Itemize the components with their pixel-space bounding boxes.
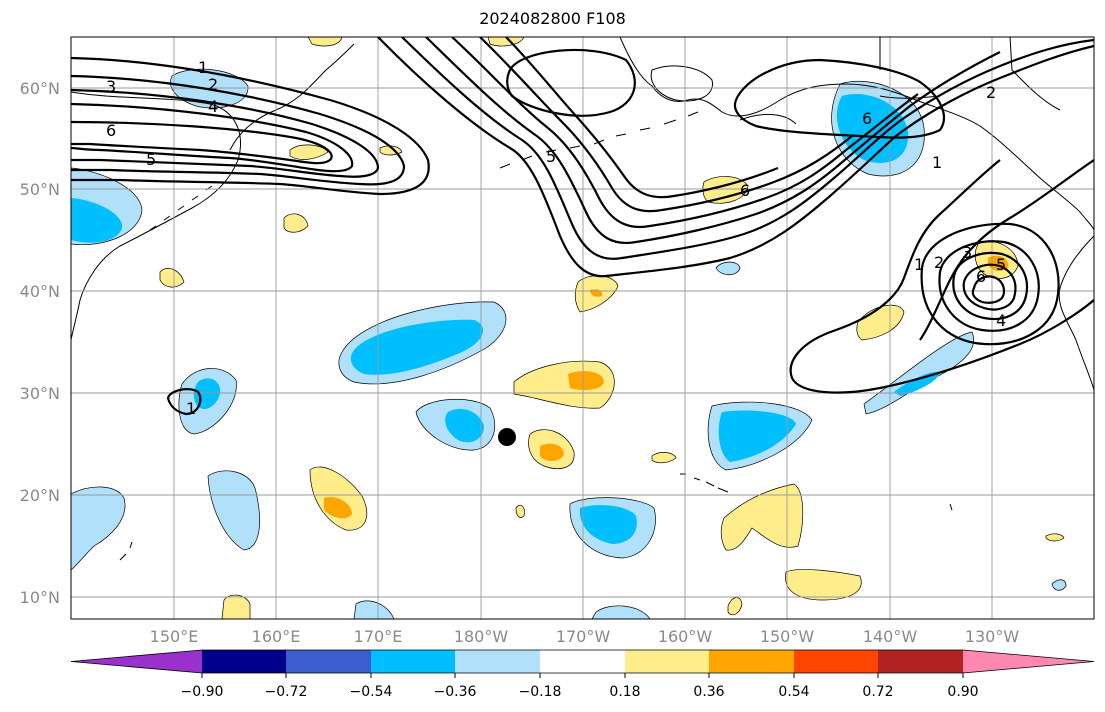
- colorbar-tick-label: 0.72: [862, 684, 893, 700]
- negative-anomaly-region: [591, 605, 651, 619]
- map-frame: [70, 36, 1095, 620]
- contour-label: 6: [976, 267, 986, 286]
- colorbar-segment: [540, 650, 625, 673]
- colorbar-tick-label: −0.90: [181, 684, 224, 700]
- colorbar-segment: [455, 650, 540, 673]
- lon-axis: 150°E 160°E 170°E 180°W 170°W 160°W 150°…: [150, 627, 1020, 646]
- contours: [71, 37, 1094, 416]
- positive-anomaly-region: [727, 597, 743, 616]
- positive-anomaly-core: [568, 371, 604, 390]
- colorbar-segment: [625, 650, 709, 673]
- colorbar-segment: [963, 650, 1094, 673]
- contour-label: 5: [546, 147, 556, 166]
- negative-anomaly-core: [894, 371, 940, 396]
- contour-label: 6: [862, 109, 872, 128]
- positive-anomaly-region: [289, 144, 329, 160]
- negative-anomaly-core: [718, 410, 796, 462]
- colorbar-tick-label: −0.72: [265, 684, 308, 700]
- colorbar-tick-label: 0.90: [947, 684, 978, 700]
- colorbar-segments: [70, 649, 1095, 674]
- colorbar-tick-label: −0.18: [519, 684, 562, 700]
- colorbar-segment: [71, 650, 202, 673]
- negative-anomaly-region: [715, 261, 741, 276]
- positive-anomaly-region: [515, 504, 525, 518]
- lon-tick-label: 150°E: [150, 627, 199, 646]
- colorbar-tick-label: −0.54: [350, 684, 393, 700]
- lon-tick-label: 170°W: [556, 627, 611, 646]
- contour-label: 1: [186, 399, 196, 418]
- positive-anomaly-region: [221, 594, 251, 619]
- negative-anomaly-core: [445, 408, 484, 443]
- contour-label: 1: [198, 58, 208, 77]
- colorbar-segment: [794, 650, 878, 673]
- contour-labels: 1 2 3 4 5 6 5 6 1 2 6 1 2 3 5 6 4 1: [106, 58, 1006, 418]
- contour-label: 2: [986, 83, 996, 102]
- lon-tick-label: 160°W: [658, 627, 713, 646]
- lon-tick-label: 130°W: [965, 627, 1020, 646]
- colorbar-segment: [202, 650, 286, 673]
- negative-anomaly-region: [71, 486, 126, 571]
- lon-tick-label: 180°W: [454, 627, 509, 646]
- contour-label: 3: [106, 77, 116, 96]
- contour-label: 3: [962, 243, 972, 262]
- colorbar: −0.90 −0.72 −0.54 −0.36 −0.18 0.18 0.36 …: [70, 649, 1095, 700]
- contour-label: 2: [934, 253, 944, 272]
- positive-anomaly-region: [856, 304, 905, 341]
- lat-tick-label: 20°N: [20, 486, 60, 505]
- lat-tick-label: 50°N: [20, 180, 60, 199]
- colorbar-tick-label: 0.36: [693, 684, 724, 700]
- negative-anomaly-core: [579, 505, 637, 544]
- negative-anomaly-region: [207, 470, 260, 551]
- colorbar-segment: [371, 650, 455, 673]
- positive-anomaly-region: [1045, 533, 1065, 542]
- colorbar-segment: [709, 650, 794, 673]
- colorbar-tick-label: 0.54: [778, 684, 809, 700]
- negative-anomaly-core: [71, 198, 123, 243]
- negative-anomaly-region: [353, 600, 395, 619]
- colorbar-tick-label: 0.18: [609, 684, 640, 700]
- lon-tick-label: 140°W: [863, 627, 918, 646]
- lat-tick-label: 40°N: [20, 282, 60, 301]
- positive-anomaly-region: [785, 569, 862, 601]
- contour-label: 1: [932, 153, 942, 172]
- contour-label: 2: [208, 75, 218, 94]
- negative-anomaly-region: [1051, 579, 1067, 591]
- contour-label: 4: [996, 311, 1006, 330]
- lon-tick-label: 160°E: [252, 627, 301, 646]
- positive-anomaly-region: [307, 37, 343, 47]
- negative-anomaly-region: [863, 331, 975, 415]
- map-title: 2024082800 F108: [479, 9, 626, 28]
- colorbar-ticks: [201, 673, 964, 678]
- shading-layer: [71, 37, 1067, 619]
- gridlines: [71, 37, 1094, 619]
- lat-tick-label: 10°N: [20, 588, 60, 607]
- lon-tick-label: 170°E: [354, 627, 403, 646]
- lat-tick-label: 60°N: [20, 79, 60, 98]
- lat-axis: 60°N 50°N 40°N 30°N 20°N 10°N: [20, 79, 60, 607]
- lon-tick-label: 150°W: [760, 627, 815, 646]
- colorbar-tick-label: −0.36: [434, 684, 477, 700]
- contour-label: 5: [146, 150, 156, 169]
- location-marker: [498, 428, 516, 446]
- colorbar-segment: [878, 650, 963, 673]
- colorbar-segment: [286, 650, 371, 673]
- contour-label: 5: [996, 255, 1006, 274]
- positive-anomaly-core: [540, 443, 564, 461]
- contour-label: 6: [106, 121, 116, 140]
- positive-anomaly-region: [720, 483, 804, 551]
- contour-label: 1: [914, 255, 924, 274]
- lat-tick-label: 30°N: [20, 384, 60, 403]
- positive-anomaly-region: [283, 213, 309, 233]
- positive-anomaly-region: [159, 268, 185, 288]
- positive-anomaly-region: [651, 452, 677, 464]
- positive-anomaly-core: [324, 497, 352, 519]
- negative-anomaly-core: [350, 319, 484, 375]
- colorbar-tick-labels: −0.90 −0.72 −0.54 −0.36 −0.18 0.18 0.36 …: [181, 684, 979, 700]
- contour-label: 4: [208, 97, 218, 116]
- contour-label: 6: [740, 181, 750, 200]
